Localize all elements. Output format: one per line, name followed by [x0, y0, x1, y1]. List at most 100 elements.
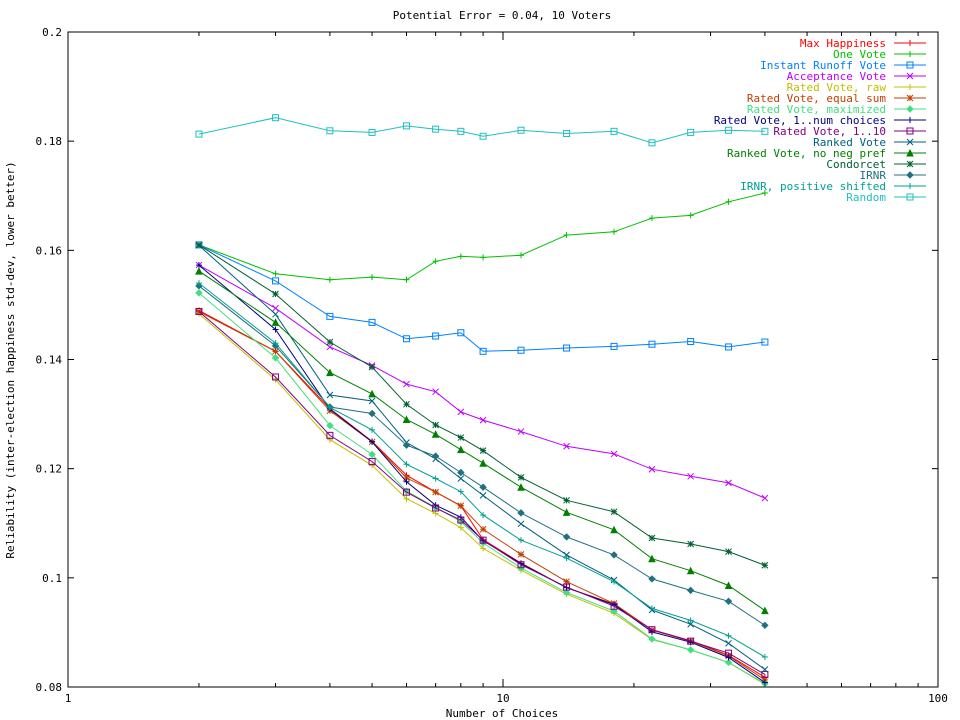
data-point [517, 483, 525, 491]
data-point [368, 128, 376, 136]
legend-label: Random [846, 191, 886, 204]
data-point [907, 183, 913, 189]
data-point [326, 431, 334, 439]
data-point [518, 537, 525, 544]
legend-entry: One Vote [833, 48, 926, 61]
data-point [368, 318, 376, 326]
data-point [761, 127, 769, 135]
y-tick-label: 0.16 [36, 244, 63, 257]
data-point [457, 524, 464, 531]
data-point [906, 138, 914, 146]
data-point [761, 621, 769, 630]
data-point [457, 502, 465, 510]
data-point [648, 626, 656, 634]
data-point [368, 409, 376, 418]
data-point [402, 415, 411, 424]
data-point [479, 483, 487, 491]
data-point [562, 588, 571, 597]
data-point [272, 310, 279, 318]
data-point [326, 436, 333, 443]
data-point [326, 312, 334, 320]
legend-entry: IRNR, positive shifted [740, 180, 926, 193]
data-point [686, 646, 695, 654]
data-point [403, 461, 410, 468]
data-point [907, 84, 913, 90]
data-point [907, 51, 913, 57]
data-point [648, 215, 655, 222]
data-point [517, 474, 525, 481]
legend-label: One Vote [833, 48, 886, 61]
data-point [906, 193, 914, 201]
data-point [457, 488, 464, 495]
data-point [432, 258, 439, 265]
data-point [457, 329, 465, 337]
data-point [368, 397, 376, 405]
data-point [369, 426, 376, 433]
data-point [906, 72, 914, 80]
data-point [563, 130, 571, 138]
data-point [369, 438, 376, 445]
data-point [761, 338, 769, 346]
series-line [198, 311, 766, 681]
y-tick-label: 0.08 [36, 681, 63, 694]
data-point [517, 126, 525, 134]
data-point [272, 114, 280, 122]
data-point [479, 525, 487, 533]
data-point [272, 340, 279, 347]
data-point [686, 566, 695, 575]
data-point [725, 343, 733, 351]
legend-entry: Random [846, 191, 926, 204]
data-point [518, 252, 525, 259]
data-point [724, 658, 733, 667]
legend-entry: Condorcet [826, 158, 926, 171]
data-point [725, 632, 732, 639]
data-point [725, 198, 732, 205]
data-point [610, 551, 618, 559]
data-point [906, 61, 914, 69]
data-point [432, 332, 440, 340]
data-point [402, 335, 410, 343]
data-point [687, 128, 695, 136]
data-point [457, 408, 465, 416]
chart-title: Potential Error = 0.04, 10 Voters [393, 9, 612, 22]
data-point [687, 472, 694, 480]
y-tick-label: 0.12 [36, 463, 63, 476]
data-point [611, 578, 618, 585]
data-point [648, 139, 656, 147]
data-point [906, 171, 914, 179]
plot-frame [67, 31, 939, 688]
data-point [724, 581, 733, 589]
data-point [687, 620, 694, 628]
data-point [648, 554, 656, 563]
data-point [195, 307, 203, 315]
data-point [402, 488, 410, 496]
data-point [517, 428, 525, 435]
series [195, 310, 768, 688]
data-point [479, 132, 487, 140]
legend-label: Rated Vote, 1..10 [773, 125, 886, 138]
data-point [648, 534, 656, 542]
data-point [195, 241, 203, 249]
data-point [563, 442, 570, 450]
series-line [198, 245, 766, 670]
data-point [906, 127, 914, 135]
data-point [272, 347, 279, 355]
data-point [563, 555, 570, 562]
data-point [563, 578, 570, 586]
data-point [761, 606, 769, 615]
series-line [198, 270, 766, 612]
data-point [687, 337, 695, 345]
data-point [272, 326, 279, 333]
data-point [479, 416, 487, 424]
data-point [457, 434, 465, 441]
data-point [480, 254, 487, 261]
legend-entry: Max Happiness [800, 37, 926, 50]
data-point [403, 474, 410, 482]
x-axis-label: Number of Choices [446, 707, 559, 720]
data-point [432, 388, 439, 396]
x-tick-label: 1 [65, 692, 72, 705]
data-point [611, 228, 618, 235]
data-point [610, 508, 618, 516]
x-tick-label: 100 [928, 692, 948, 705]
